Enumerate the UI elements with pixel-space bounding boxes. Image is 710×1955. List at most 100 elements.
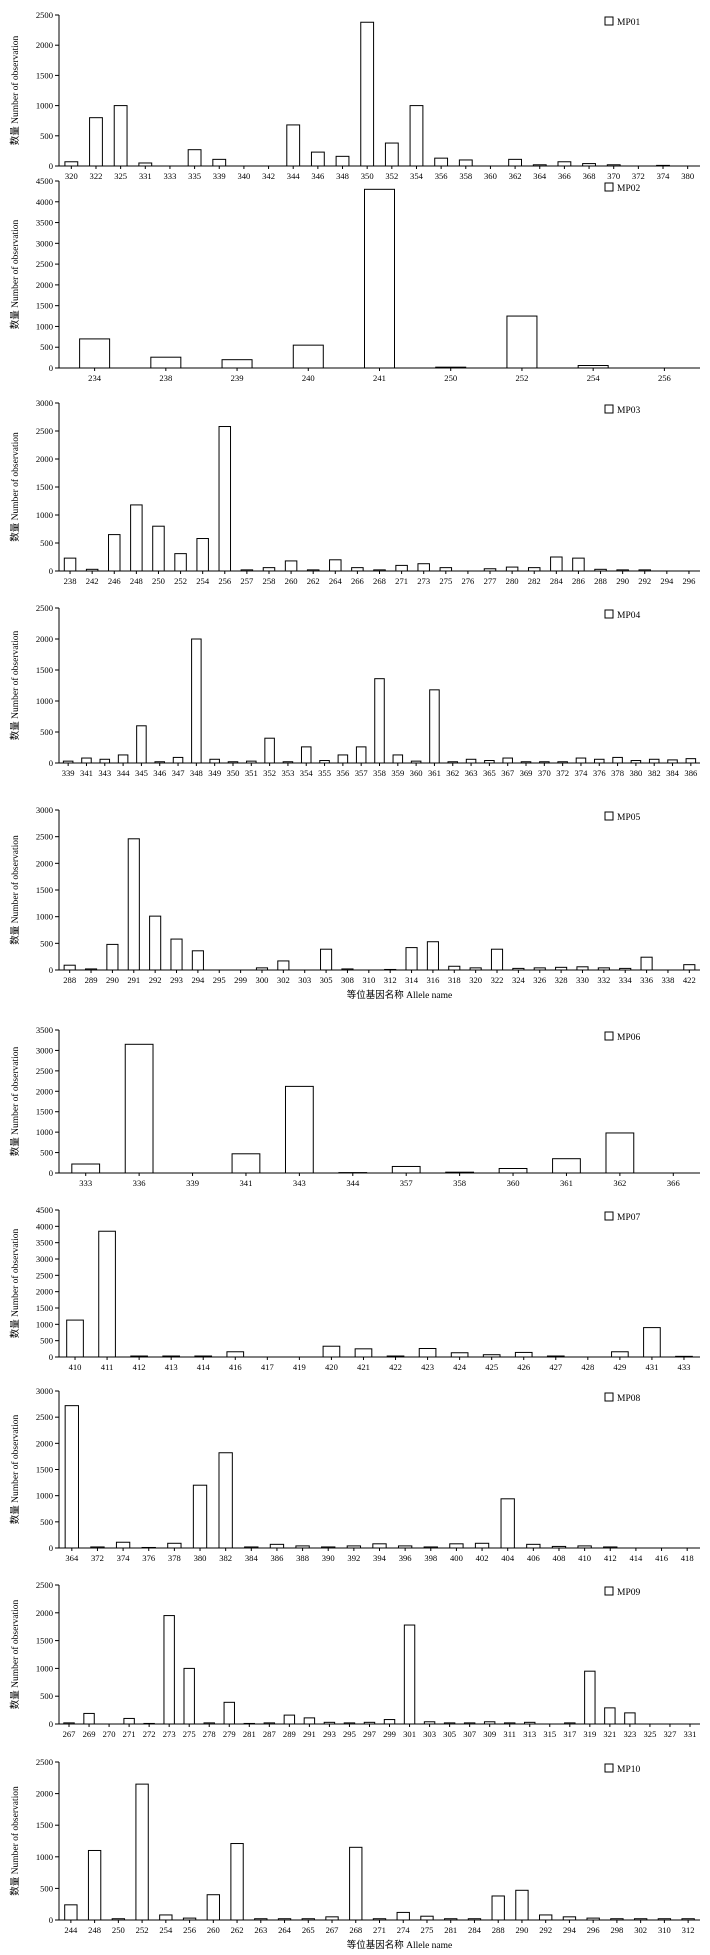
x-tick-label: 347 <box>172 768 186 778</box>
bar <box>638 569 651 572</box>
bar <box>467 1918 482 1921</box>
x-tick-label: 288 <box>594 576 607 586</box>
bar <box>395 564 408 572</box>
x-tick-label: 429 <box>613 1362 626 1372</box>
x-tick-label: 368 <box>583 171 596 181</box>
bar <box>526 1543 541 1549</box>
bar <box>194 1355 213 1358</box>
legend-swatch <box>604 609 614 619</box>
bar <box>321 1546 336 1549</box>
x-tick-label: 376 <box>142 1553 156 1563</box>
x-tick-label: 325 <box>114 171 127 181</box>
y-tick-label: 1500 <box>36 1820 53 1830</box>
y-tick-label: 3000 <box>36 238 53 248</box>
x-tick-label: 344 <box>346 1178 360 1188</box>
bar <box>630 760 642 764</box>
bar <box>373 569 386 572</box>
bar <box>520 761 532 764</box>
x-tick-label: 328 <box>555 975 568 985</box>
y-tick-label: 0 <box>49 1719 53 1729</box>
y-axis-label: 数量 Number of observation <box>9 1786 21 1896</box>
y-tick-label: 2500 <box>36 603 53 613</box>
x-tick-label: 296 <box>587 1925 601 1935</box>
y-tick-label: 3000 <box>36 1045 53 1055</box>
bar <box>191 638 202 764</box>
x-tick-label: 298 <box>610 1925 623 1935</box>
y-tick-label: 1500 <box>36 1303 53 1313</box>
bar <box>506 315 538 369</box>
bar <box>391 1165 421 1174</box>
x-tick-label: 355 <box>318 768 331 778</box>
bar <box>141 1546 156 1549</box>
bar <box>512 967 525 971</box>
x-tick-label: 424 <box>453 1362 467 1372</box>
x-tick-label: 239 <box>231 373 244 383</box>
x-tick-label: 295 <box>213 975 226 985</box>
bar <box>89 117 103 167</box>
x-tick-label: 281 <box>444 1925 457 1935</box>
x-tick-label: 431 <box>645 1362 658 1372</box>
bar <box>130 504 143 572</box>
chart-mp10: 0 500 1000 1500 2000 2500 数量 Number of observa… <box>9 1757 700 1951</box>
x-tick-label: 312 <box>384 975 397 985</box>
x-tick-label: 273 <box>417 576 430 586</box>
legend-label: MP04 <box>617 611 640 621</box>
bar <box>63 964 76 971</box>
y-tick-label: 0 <box>49 965 53 975</box>
bar <box>150 356 182 369</box>
bar <box>384 968 397 971</box>
bar <box>167 1542 182 1549</box>
x-tick-label: 416 <box>655 1553 669 1563</box>
bar <box>63 557 77 572</box>
bar <box>337 754 349 764</box>
x-tick-label: 327 <box>664 1729 678 1739</box>
bar <box>113 105 128 167</box>
x-tick-label: 303 <box>298 975 311 985</box>
y-tick-label: 0 <box>49 363 53 373</box>
x-tick-label: 339 <box>213 171 226 181</box>
bar <box>546 1355 565 1358</box>
bar <box>162 1355 181 1358</box>
x-tick-label: 234 <box>88 373 102 383</box>
bar <box>397 1545 413 1549</box>
x-tick-label: 408 <box>553 1553 566 1563</box>
bar <box>633 1918 648 1921</box>
bar <box>108 534 121 572</box>
bar <box>143 1722 155 1725</box>
x-tick-label: 410 <box>69 1362 82 1372</box>
x-tick-label: 300 <box>256 975 269 985</box>
x-tick-label: 365 <box>483 768 496 778</box>
bar <box>576 966 589 971</box>
bar <box>410 760 422 764</box>
y-tick-label: 2500 <box>36 1270 53 1280</box>
legend-swatch <box>604 1763 614 1773</box>
x-tick-label: 271 <box>373 1925 386 1935</box>
x-tick-label: 427 <box>549 1362 563 1372</box>
x-tick-label: 404 <box>501 1553 515 1563</box>
x-tick-label: 366 <box>558 171 572 181</box>
bar <box>396 1911 410 1921</box>
bar <box>417 563 430 572</box>
x-tick-label: 388 <box>296 1553 309 1563</box>
bar <box>62 760 74 764</box>
y-tick-label: 2500 <box>36 832 53 842</box>
x-tick-label: 414 <box>197 1362 211 1372</box>
x-tick-label: 317 <box>563 1729 577 1739</box>
x-tick-label: 402 <box>476 1553 489 1563</box>
x-tick-label: 324 <box>512 975 526 985</box>
y-tick-label: 500 <box>40 1148 53 1158</box>
x-tick-label: 335 <box>188 171 201 181</box>
y-tick-label: 1500 <box>36 70 53 80</box>
x-tick-label: 305 <box>320 975 333 985</box>
bar <box>154 761 165 764</box>
bar <box>136 725 147 764</box>
legend-swatch <box>604 1031 614 1041</box>
y-tick-label: 1000 <box>36 1852 53 1862</box>
bar <box>403 1624 416 1725</box>
bar <box>612 756 623 764</box>
bar <box>187 149 202 167</box>
x-tick-label: 280 <box>506 576 519 586</box>
y-tick-label: 2000 <box>36 40 53 50</box>
x-tick-label: 320 <box>65 171 78 181</box>
